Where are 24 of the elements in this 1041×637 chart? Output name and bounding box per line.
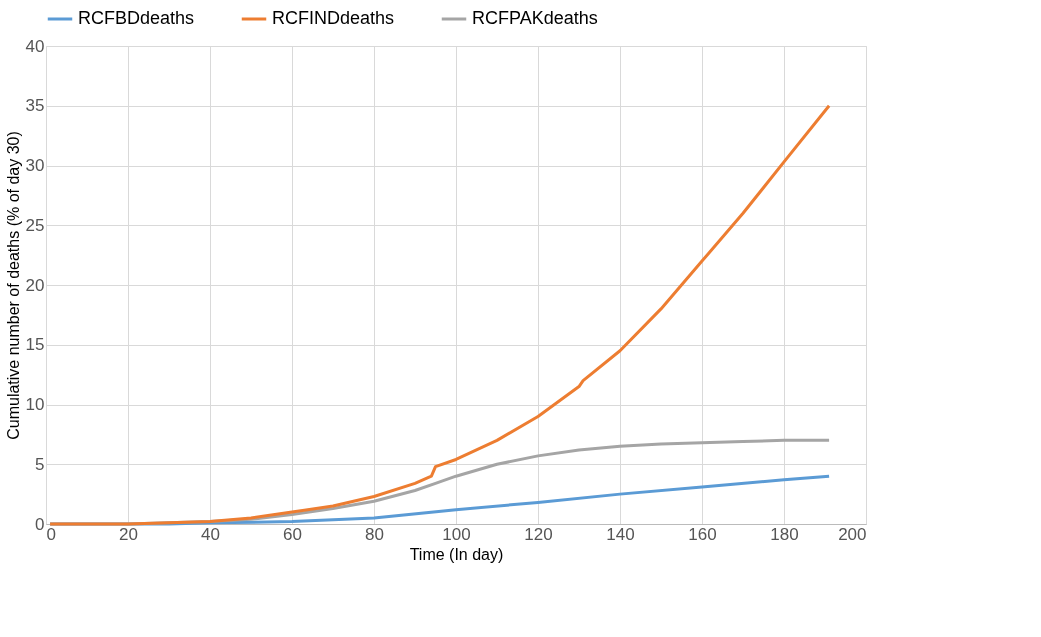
- y-tick-label: 40: [25, 36, 45, 56]
- y-tick-label: 20: [25, 275, 45, 295]
- x-tick-label: 80: [365, 524, 384, 544]
- x-tick-label: 20: [119, 524, 138, 544]
- legend-label: RCFPAKdeaths: [472, 8, 598, 28]
- x-tick-label: 180: [770, 524, 799, 544]
- legend-label: RCFBDdeaths: [78, 8, 195, 28]
- y-tick-label: 5: [35, 454, 45, 474]
- x-tick-label: 60: [283, 524, 302, 544]
- x-tick-label: 160: [688, 524, 717, 544]
- y-tick-label: 25: [25, 215, 45, 235]
- y-tick-label: 10: [25, 395, 45, 414]
- x-tick-label: 120: [524, 524, 553, 544]
- x-tick-label: 40: [201, 524, 220, 544]
- y-axis-title: Cumulative number of deaths (% of day 30): [4, 131, 22, 440]
- x-tick-label: 200: [838, 524, 867, 544]
- legend-label: RCFINDdeaths: [272, 8, 395, 28]
- x-axis-title: Time (In day): [409, 545, 504, 563]
- y-tick-label: 30: [25, 156, 45, 175]
- x-tick-label: 140: [606, 524, 635, 544]
- x-tick-label: 100: [442, 524, 471, 544]
- line-series: [48, 104, 831, 526]
- y-tick-label: 15: [25, 335, 45, 355]
- y-tick-label: 35: [25, 96, 45, 116]
